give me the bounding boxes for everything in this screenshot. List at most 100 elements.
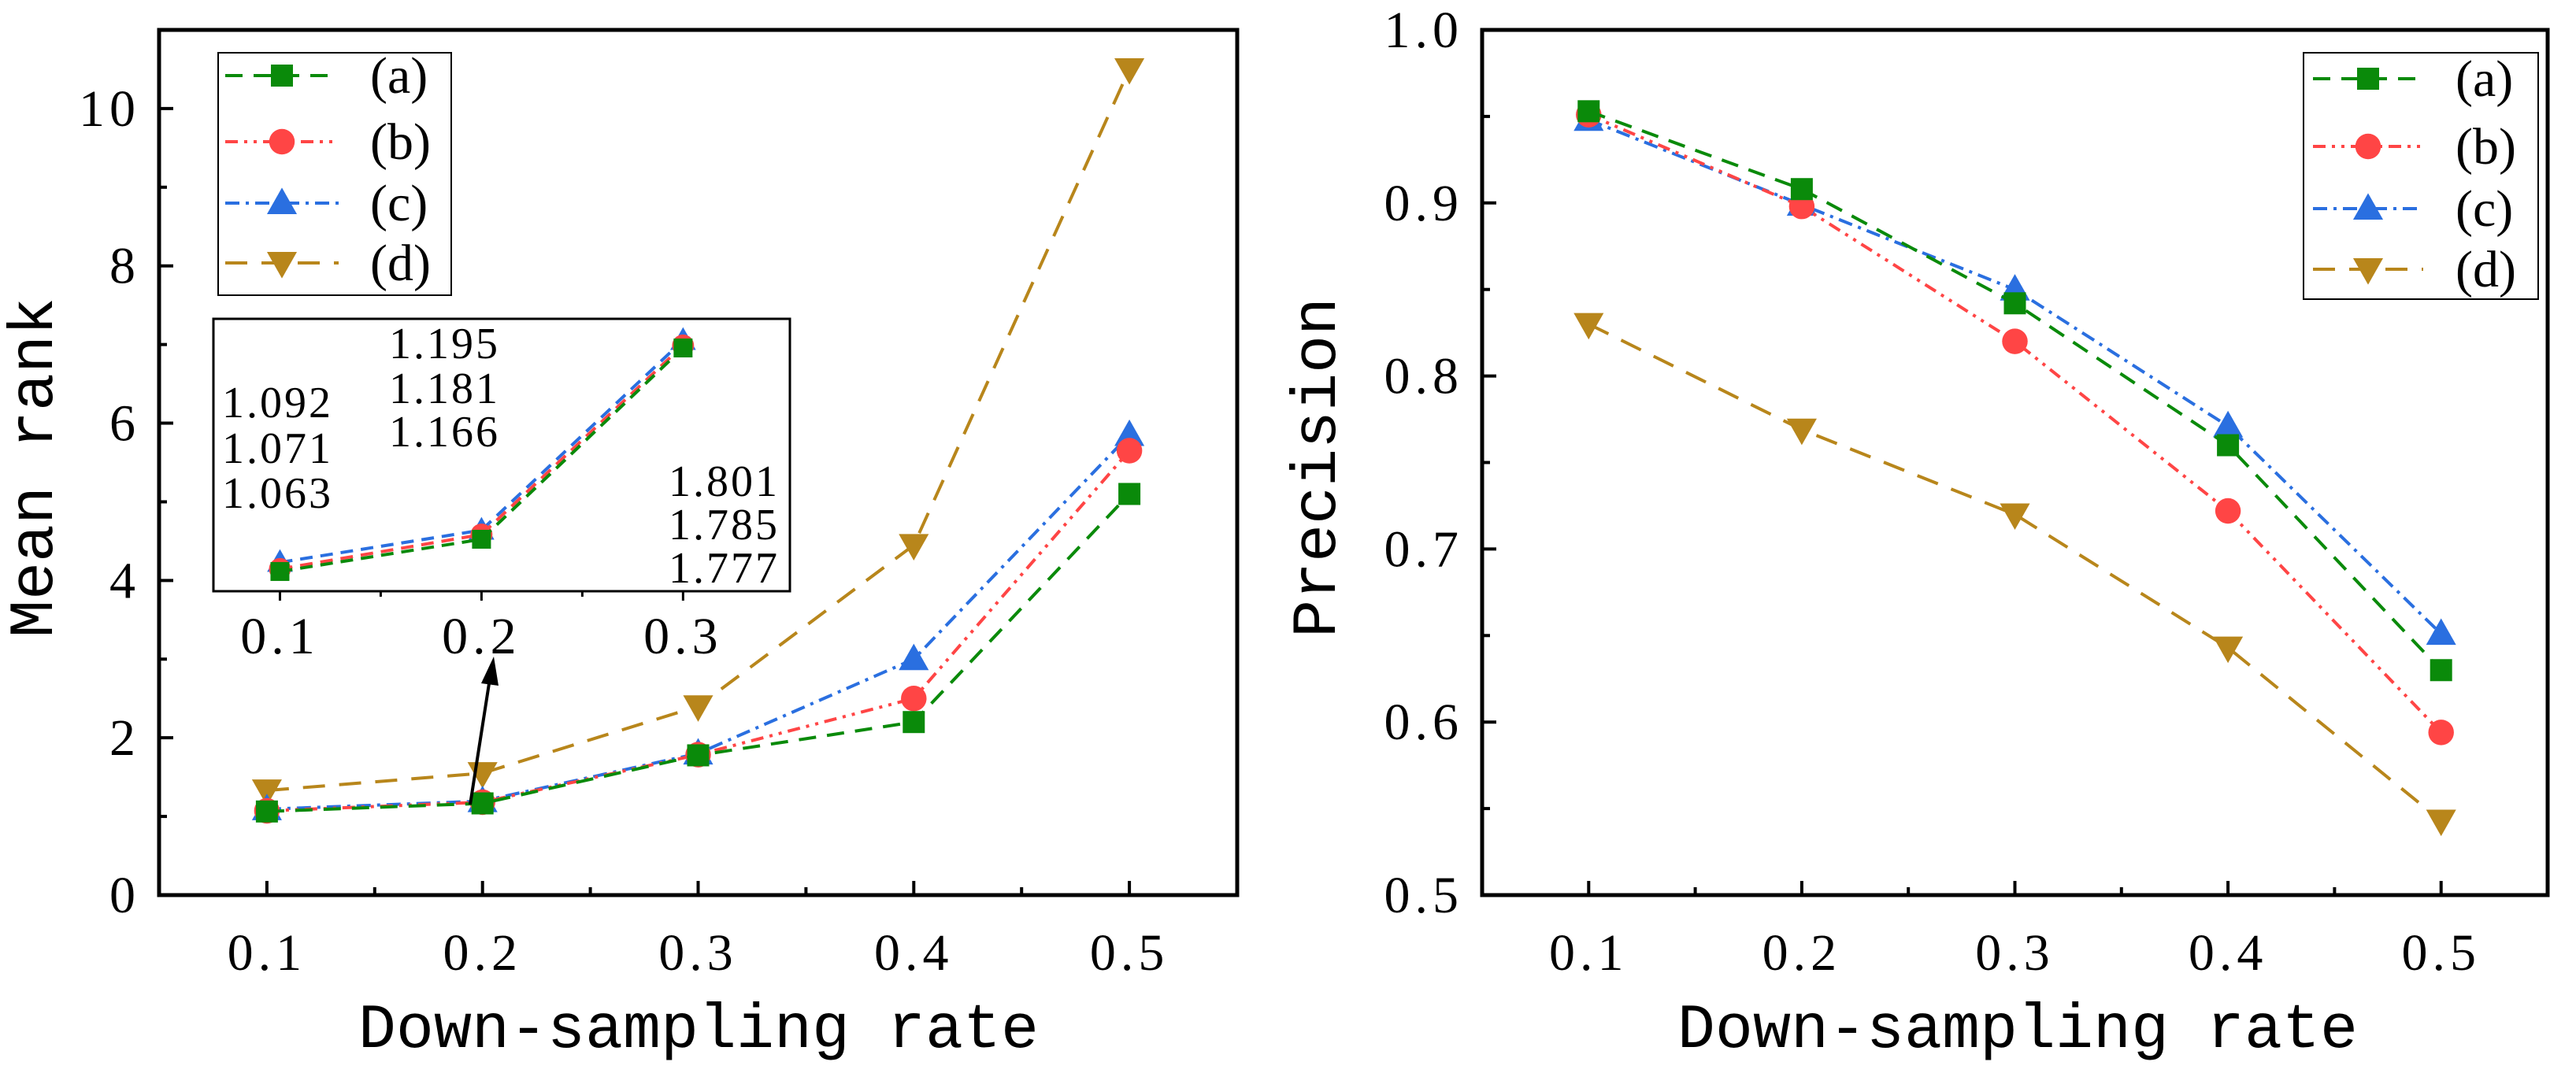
legend-entry: (d) — [2313, 241, 2516, 298]
triangle-up-marker — [899, 643, 929, 671]
triangle-down-marker — [2000, 503, 2030, 531]
circle-marker — [2215, 498, 2241, 524]
x-tick-label: 0.1 — [228, 924, 307, 982]
square-marker — [472, 529, 491, 549]
triangle-down-marker — [1786, 418, 1817, 446]
legend-entry: (c) — [225, 175, 428, 232]
zoom-arrow-head — [481, 657, 499, 686]
legend-box — [2303, 52, 2539, 300]
y-tick-label: 8 — [109, 238, 140, 295]
inset-value-annotation: 1.181 — [389, 364, 500, 413]
legend: (a) (b)(c)(d) — [217, 47, 452, 296]
y-tick-label: 0.5 — [1384, 867, 1464, 924]
triangle-down-marker — [251, 779, 282, 806]
y-tick-label: 4 — [109, 552, 140, 609]
y-tick-label: 2 — [109, 709, 140, 767]
series-line — [1588, 322, 2442, 823]
triangle-down-marker — [899, 534, 929, 561]
inset-value-annotation: 1.071 — [222, 424, 333, 473]
legend-label: (b) — [370, 113, 431, 171]
inset-x-tick-label: 0.2 — [442, 608, 521, 665]
square-marker — [1577, 100, 1600, 123]
x-tick-label: 0.3 — [1975, 924, 2055, 982]
x-tick-label: 0.2 — [1762, 924, 1842, 982]
inset-value-annotation: 1.166 — [389, 408, 500, 457]
triangle-down-marker — [266, 252, 298, 279]
series-a — [255, 483, 1141, 823]
triangle-down-marker — [2426, 809, 2456, 837]
triangle-up-marker — [2352, 193, 2384, 220]
y-axis-label: Precision — [1283, 298, 1355, 638]
series-a — [1577, 100, 2452, 682]
y-tick-label: 0.9 — [1384, 175, 1464, 232]
circle-marker — [1116, 438, 1143, 464]
series-d — [1573, 313, 2456, 837]
legend-label: (a) — [2456, 50, 2513, 108]
square-marker — [673, 338, 693, 357]
circle-marker — [2428, 720, 2454, 746]
legend-label: (a) — [370, 47, 428, 105]
legend-label: (b) — [2456, 118, 2516, 176]
inset-value-annotation: 1.801 — [669, 457, 780, 506]
triangle-down-marker — [683, 695, 713, 722]
x-tick-label: 0.4 — [2189, 924, 2268, 982]
triangle-up-marker — [266, 187, 298, 214]
square-marker — [255, 800, 278, 823]
y-tick-label: 0.7 — [1384, 520, 1464, 578]
inset-value-annotation: 1.777 — [669, 544, 780, 593]
legend-entry: (a) — [225, 47, 428, 105]
triangle-up-marker — [2213, 410, 2244, 438]
legend-entry: (c) — [2313, 180, 2513, 238]
triangle-up-marker — [1114, 419, 1145, 446]
legend-entry: (b) — [2313, 118, 2516, 176]
triangle-down-marker — [1114, 57, 1145, 85]
x-tick-label: 0.5 — [1090, 924, 1169, 982]
x-tick-label: 0.3 — [658, 924, 738, 982]
square-marker — [271, 65, 293, 87]
inset-value-annotation: 1.195 — [389, 320, 500, 368]
x-tick-label: 0.4 — [874, 924, 954, 982]
inset-value-annotation: 1.063 — [222, 469, 333, 518]
x-axis-label: Down-sampling rate — [358, 995, 1039, 1067]
y-tick-label: 0.6 — [1384, 694, 1464, 751]
y-axis-label: Mean rank — [0, 298, 72, 638]
inset-series-line — [280, 339, 684, 564]
triangle-down-marker — [2352, 258, 2384, 285]
triangle-up-marker — [2426, 618, 2456, 646]
y-tick-label: 0 — [109, 867, 140, 924]
y-tick-label: 0.8 — [1384, 348, 1464, 405]
legend-box — [217, 52, 452, 296]
square-marker — [471, 792, 494, 815]
y-tick-label: 10 — [79, 80, 140, 138]
square-marker — [687, 744, 710, 767]
circle-marker — [901, 685, 927, 712]
triangle-down-marker — [2213, 636, 2244, 664]
precision-chart: Precision Down-sampling rate 0.1 0.2 0.3 0.… — [1283, 2, 2550, 1067]
square-marker — [903, 711, 925, 734]
x-tick-label: 0.5 — [2401, 924, 2481, 982]
y-tick-label: 6 — [109, 395, 140, 453]
y-tick-label: 1.0 — [1384, 2, 1464, 59]
legend-entry: (a) — [2313, 50, 2513, 108]
inset-frame — [212, 317, 791, 593]
inset-series-a — [270, 338, 693, 581]
circle-marker — [2355, 133, 2381, 160]
square-marker — [270, 561, 290, 581]
inset-series-line — [280, 346, 684, 573]
legend-label: (c) — [2456, 180, 2513, 238]
legend: (a) (b)(c)(d) — [2303, 50, 2539, 300]
circle-marker — [2002, 328, 2028, 354]
square-marker — [1790, 178, 1813, 201]
circle-marker — [269, 128, 295, 155]
square-marker — [1118, 483, 1141, 505]
series-d — [251, 57, 1145, 806]
mean-rank-chart: Mean rank Down-sampling rate 0.1 0.2 0.3 0.… — [0, 28, 1240, 1067]
legend-label: (d) — [2456, 241, 2516, 298]
square-marker — [2217, 434, 2240, 457]
square-marker — [2003, 292, 2026, 315]
legend-label: (c) — [370, 175, 428, 232]
legend-entry: (d) — [225, 235, 431, 292]
legend-entry: (b) — [225, 113, 431, 171]
zoom-arrow-line — [469, 678, 491, 805]
